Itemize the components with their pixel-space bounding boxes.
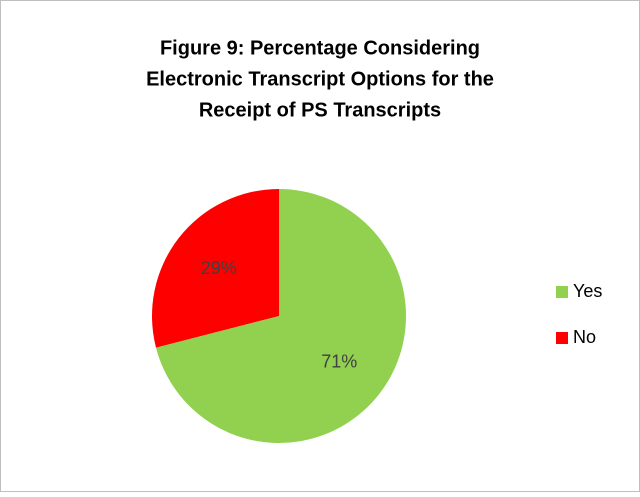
pie-slice [152, 189, 279, 348]
legend-swatch [556, 286, 568, 298]
chart-title: Electronic Transcript Options for the [146, 68, 494, 90]
data-label: 71% [321, 351, 357, 371]
legend-label: Yes [573, 281, 602, 301]
legend-label: No [573, 327, 596, 347]
chart-title: Figure 9: Percentage Considering [160, 37, 480, 59]
legend-swatch [556, 332, 568, 344]
data-label: 29% [201, 258, 237, 278]
chart-title: Receipt of PS Transcripts [199, 99, 441, 121]
pie-slice [155, 189, 407, 444]
